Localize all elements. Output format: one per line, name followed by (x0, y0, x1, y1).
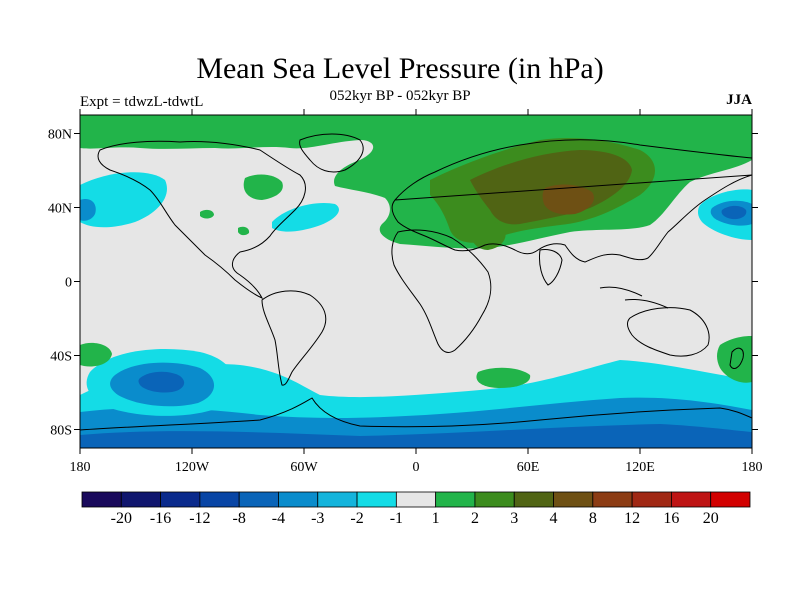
lon-tick-label: 120E (625, 460, 655, 475)
north-america-green (243, 174, 283, 200)
lat-tick-label: 40S (50, 350, 72, 365)
season-label: JJA (726, 92, 752, 108)
coastlines (80, 133, 752, 431)
coast-north-america (97, 140, 306, 299)
colorbar-label: 8 (589, 510, 597, 527)
colorbar: -20 -16 -12 -8 -4 -3 -2 -1 1 2 3 4 8 12 16 20 (81, 491, 751, 527)
asia-brown-core (542, 184, 595, 215)
colorbar-label: -12 (189, 510, 210, 527)
south-pacific-core (138, 371, 185, 393)
north-pacific-east-blue (80, 199, 96, 221)
lon-tick-label: 0 (413, 460, 420, 475)
lat-tick-label: 0 (65, 276, 72, 291)
lat-tick-label: 80N (48, 128, 72, 143)
colorbar-swatch (356, 491, 397, 508)
colorbar-swatch (474, 491, 515, 508)
colorbar-label: 12 (624, 510, 640, 527)
lon-tick-label: 60E (517, 460, 540, 475)
coast-new-zealand (729, 347, 744, 369)
colorbar-swatch (631, 491, 672, 508)
lat-tick-label: 80S (50, 424, 72, 439)
coast-antarctica (80, 397, 752, 431)
colorbar-label: 16 (663, 510, 679, 527)
south-atlantic-green (80, 342, 112, 367)
indian-ocean-green (476, 367, 531, 388)
lon-tick-label: 180 (742, 460, 763, 475)
hudson-green (200, 209, 214, 219)
lon-tick-label: 120W (175, 460, 210, 475)
coast-africa (391, 229, 492, 353)
colorbar-label: 3 (510, 510, 518, 527)
colorbar-swatch (81, 491, 122, 508)
lon-tick-label: 180 (70, 460, 91, 475)
coast-eurasia (391, 139, 752, 263)
colorbar-label: -20 (111, 510, 132, 527)
plot-title: Mean Sea Level Pressure (in hPa) (196, 52, 604, 85)
colorbar-swatch (671, 491, 712, 508)
colorbar-swatch (710, 491, 751, 508)
experiment-label: Expt = tdwzL-tdwtL (80, 94, 204, 110)
colorbar-swatch (513, 491, 554, 508)
latitude-axis: 80N 40N 0 40S 80S (48, 128, 758, 439)
coast-indonesia (599, 286, 669, 309)
coast-india (539, 249, 563, 286)
lat-tick-label: 40N (48, 202, 72, 217)
colorbar-label: -8 (233, 510, 246, 527)
colorbar-label: -4 (272, 510, 285, 527)
colorbar-swatch (317, 491, 358, 508)
colorbar-swatch (435, 491, 476, 508)
colorbar-swatch (199, 491, 240, 508)
colorbar-label: 2 (471, 510, 479, 527)
north-atlantic-cyan (272, 202, 339, 232)
colorbar-label: 4 (550, 510, 558, 527)
lon-tick-label: 60W (290, 460, 318, 475)
colorbar-swatch (395, 491, 437, 508)
us-east-green (238, 226, 250, 236)
arabia-olive (469, 220, 506, 250)
coast-greenland (299, 133, 364, 173)
colorbar-label: -1 (390, 510, 403, 527)
southern-ocean-deep-blue (80, 424, 752, 448)
colorbar-swatch (238, 491, 279, 508)
colorbar-label: -2 (350, 510, 363, 527)
coast-south-america (261, 290, 327, 386)
colorbar-swatch (592, 491, 633, 508)
colorbar-swatch (160, 491, 201, 508)
colorbar-label: -3 (311, 510, 324, 527)
colorbar-label: -16 (150, 510, 171, 527)
longitude-axis: 180 120W 60W 0 60E 120E 180 (70, 109, 763, 475)
colorbar-label: 1 (432, 510, 440, 527)
plot-subtitle: 052kyr BP - 052kyr BP (329, 88, 471, 104)
tasman-green (717, 335, 752, 383)
north-pacific-west-core (721, 205, 747, 220)
colorbar-swatch (278, 491, 319, 508)
coast-australia (627, 307, 710, 357)
colorbar-swatch (120, 491, 161, 508)
colorbar-swatch (553, 491, 594, 508)
negative-anomaly-regions (80, 172, 752, 448)
colorbar-label: 20 (703, 510, 719, 527)
